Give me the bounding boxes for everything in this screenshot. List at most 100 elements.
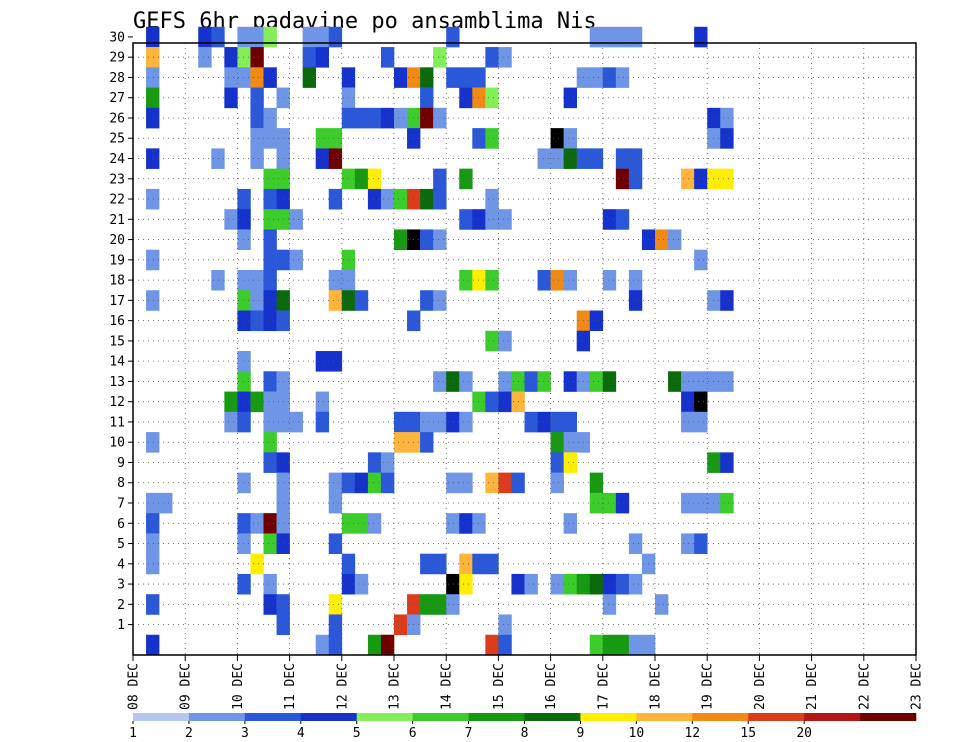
heatmap-cell — [263, 310, 277, 332]
heatmap-cell — [628, 269, 643, 291]
heatmap-cell — [563, 148, 577, 169]
heatmap-cell — [628, 290, 643, 311]
heatmap-cell — [433, 107, 447, 129]
colorbar-label: 20 — [796, 726, 812, 741]
heatmap-cell — [328, 492, 343, 514]
y-tick-label: 30 — [109, 30, 125, 45]
heatmap-cell — [237, 47, 251, 68]
heatmap-cell — [302, 26, 316, 48]
heatmap-cell — [433, 553, 447, 575]
heatmap-cell — [263, 188, 277, 210]
heatmap-cell — [446, 513, 460, 534]
heatmap-cell — [263, 67, 277, 88]
y-tick-label: 7 — [117, 497, 125, 512]
heatmap-cell — [237, 67, 251, 88]
heatmap-cell — [394, 432, 408, 453]
heatmap-cell — [681, 533, 695, 554]
heatmap-cell — [354, 290, 369, 311]
x-tick-label: 19 DEC — [701, 663, 716, 710]
heatmap-cell — [485, 209, 499, 230]
heatmap-cell — [446, 573, 460, 595]
heatmap-cell — [589, 26, 604, 48]
heatmap-cell — [485, 553, 499, 575]
heatmap-cell — [433, 188, 447, 210]
heatmap-cell — [237, 209, 251, 230]
x-tick-label: 14 DEC — [440, 663, 455, 710]
y-tick-label: 21 — [109, 213, 125, 228]
heatmap-cell — [485, 634, 499, 656]
heatmap-cell — [367, 168, 382, 190]
x-tick-label: 10 DEC — [231, 663, 246, 710]
colorbar-swatch — [580, 713, 637, 721]
heatmap-cell — [433, 411, 447, 433]
heatmap-cell — [485, 330, 499, 352]
heatmap-cell — [146, 148, 160, 169]
heatmap-cell — [146, 513, 160, 534]
heatmap-cell — [459, 371, 473, 392]
heatmap-cell — [250, 553, 264, 575]
heatmap-cell — [720, 452, 734, 473]
y-tick-label: 18 — [109, 274, 125, 289]
heatmap-cell — [380, 47, 395, 68]
heatmap-cell — [315, 148, 330, 169]
heatmap-cell — [615, 148, 630, 169]
heatmap-cell — [328, 128, 343, 149]
heatmap-cell — [602, 209, 617, 230]
heatmap-cell — [237, 513, 251, 534]
heatmap-cell — [589, 371, 604, 392]
colorbar: 1 2 3 4 5 6 7 8 9 10 12 15 20 — [129, 713, 917, 741]
heatmap-cell — [250, 107, 264, 129]
heatmap-cell — [328, 614, 343, 636]
x-tick-label: 15 DEC — [492, 663, 507, 710]
heatmap-cell — [237, 371, 251, 392]
x-axis: 08 DEC 09 DEC 10 DEC 11 DEC 12 DEC 13 DEC 14 D… — [127, 655, 925, 710]
heatmap-cell — [146, 634, 160, 656]
y-tick-label: 15 — [109, 334, 125, 349]
heatmap-cell — [524, 573, 538, 595]
heatmap-cell — [263, 128, 277, 149]
y-tick-label: 11 — [109, 415, 125, 430]
heatmap-cell — [328, 269, 343, 291]
heatmap-cell — [315, 47, 330, 68]
heatmap-cell — [263, 391, 277, 413]
heatmap-cell — [250, 391, 264, 413]
heatmap-cell — [263, 371, 277, 392]
heatmap-cell — [237, 229, 251, 250]
heatmap-cell — [420, 229, 434, 250]
heatmap-cell — [615, 492, 630, 514]
colorbar-swatch — [636, 713, 693, 721]
heatmap-cell — [550, 573, 564, 595]
heatmap-cell — [694, 492, 708, 514]
heatmap-cell — [602, 573, 617, 595]
heatmap-cell — [146, 67, 160, 88]
heatmap-cell — [498, 614, 512, 636]
x-tick-label: 17 DEC — [596, 663, 611, 710]
heatmap-cell — [328, 148, 343, 169]
heatmap-cell — [237, 269, 251, 291]
heatmap-cell — [146, 290, 160, 311]
heatmap-cell — [211, 269, 225, 291]
colorbar-label: 15 — [740, 726, 756, 741]
colorbar-swatch — [468, 713, 525, 721]
heatmap-cell — [498, 209, 512, 230]
heatmap-cell — [485, 128, 499, 149]
colorbar-swatch — [244, 713, 302, 721]
heatmap-cell — [537, 269, 551, 291]
heatmap-cell — [694, 533, 708, 554]
heatmap-cell — [380, 107, 395, 129]
heatmap-cell — [681, 391, 695, 413]
heatmap-cell — [250, 128, 264, 149]
colorbar-label: 4 — [297, 726, 305, 741]
heatmap-cell — [694, 391, 708, 413]
heatmap-cell — [485, 472, 499, 494]
y-tick-label: 3 — [117, 578, 125, 593]
x-tick-label: 22 DEC — [857, 663, 872, 710]
heatmap-cell — [263, 249, 277, 271]
heatmap-cell — [146, 188, 160, 210]
y-tick-label: 28 — [109, 71, 125, 86]
heatmap-cell — [720, 128, 734, 149]
heatmap-cell — [237, 573, 251, 595]
heatmap-cell — [589, 492, 604, 514]
heatmap-cell — [668, 371, 682, 392]
heatmap-cell — [615, 168, 630, 190]
